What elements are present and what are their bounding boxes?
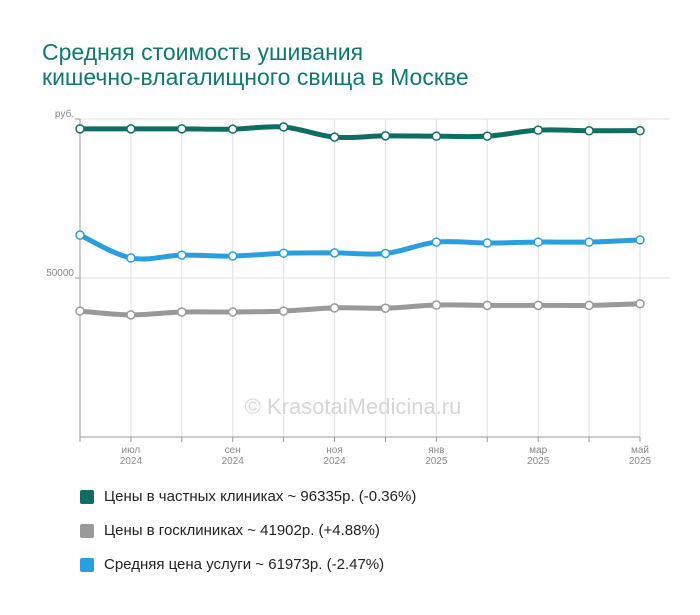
point <box>431 237 442 247</box>
x-tick-label: май 2025 <box>629 445 652 467</box>
x-tick-label: янв 2025 <box>425 445 448 467</box>
x-tick-label-part: июл <box>122 445 141 456</box>
point <box>177 307 187 317</box>
point <box>635 299 645 309</box>
x-tick-label-part: ноя <box>326 445 343 456</box>
point <box>329 303 340 313</box>
point <box>75 124 85 134</box>
x-tick-label: ноя 2024 <box>323 445 346 467</box>
x-tick-label-part: 2025 <box>527 456 550 467</box>
point <box>431 131 442 141</box>
point <box>177 124 187 134</box>
chart-title: Средняя стоимость ушивания <box>42 39 363 65</box>
point <box>75 230 85 240</box>
point <box>278 122 289 132</box>
y-tick-label: 50000 <box>46 268 74 279</box>
x-tick-label: сен 2024 <box>222 445 245 467</box>
point <box>635 125 645 136</box>
point <box>126 253 136 263</box>
x-tick-label-part: 2024 <box>323 456 346 467</box>
x-tick-label-part: янв <box>428 445 444 456</box>
point <box>584 237 594 247</box>
point <box>431 300 442 310</box>
point <box>533 300 543 311</box>
point <box>227 124 238 134</box>
point <box>380 303 391 313</box>
point <box>482 300 493 311</box>
x-tick-label-part: 2025 <box>425 456 448 467</box>
legend-swatch <box>80 490 94 504</box>
point <box>533 125 543 135</box>
point <box>227 307 238 317</box>
point <box>278 248 289 258</box>
legend-label: Цены в частных клиниках ~ 96335р. (-0.36… <box>104 488 416 505</box>
x-tick-label: июл 2024 <box>120 445 143 467</box>
x-tick-label: мар 2025 <box>527 445 550 467</box>
point <box>584 300 594 311</box>
point <box>380 131 391 141</box>
point <box>126 124 136 134</box>
point <box>482 238 493 248</box>
x-tick-label-part: 2024 <box>120 456 143 467</box>
point <box>227 251 238 261</box>
legend-label: Цены в госклиниках ~ 41902р. (+4.88%) <box>104 522 380 539</box>
point <box>278 306 289 316</box>
x-tick-label-part: сен <box>225 445 241 456</box>
point <box>533 237 543 247</box>
legend-swatch <box>80 524 94 538</box>
x-tick-label-part: 2025 <box>629 456 652 467</box>
point <box>584 126 594 136</box>
point <box>75 306 85 316</box>
point <box>482 131 493 141</box>
y-tick-label: руб. <box>55 108 74 120</box>
x-tick-label-part: май <box>631 445 649 456</box>
watermark: © KrasotaiMedicina.ru <box>245 394 462 419</box>
chart-title: кишечно-влагалищного свища в Москве <box>42 64 469 90</box>
point <box>329 248 340 258</box>
legend-label: Средняя цена услуги ~ 61973р. (-2.47%) <box>104 556 384 573</box>
legend-swatch <box>80 558 94 572</box>
x-tick-label-part: 2024 <box>222 456 245 467</box>
point <box>126 310 136 320</box>
point <box>380 248 391 259</box>
point <box>329 132 340 142</box>
point <box>635 235 645 245</box>
x-tick-label-part: мар <box>529 445 547 456</box>
point <box>177 250 187 260</box>
